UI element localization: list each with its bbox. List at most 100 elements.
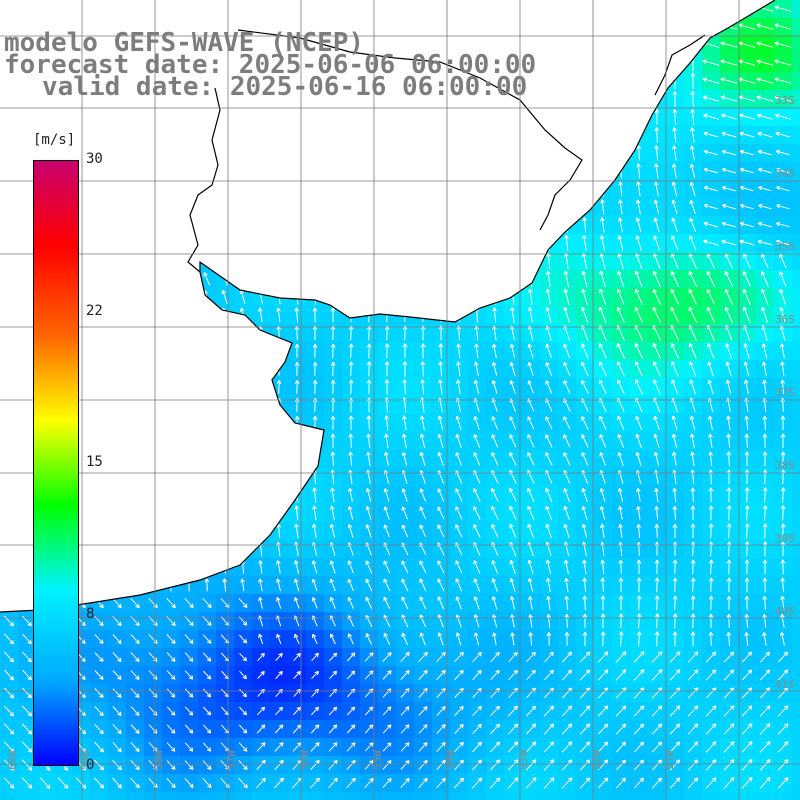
wind-speed-cell [180, 126, 199, 145]
wind-arrow [365, 163, 372, 179]
wind-speed-cell [486, 162, 505, 181]
wind-arrow [203, 145, 211, 160]
wind-arrow [546, 55, 552, 71]
wind-arrow [672, 90, 678, 107]
wind-arrow [762, 595, 768, 610]
wind-arrow [402, 289, 408, 305]
wind-arrow [744, 523, 750, 539]
wind-arrow [23, 380, 31, 394]
wind-arrow [347, 128, 355, 142]
wind-arrow [492, 109, 498, 124]
wind-arrow [238, 598, 248, 608]
wind-arrow [527, 306, 533, 323]
wind-speed-cell [252, 216, 271, 235]
wind-speed-cell [126, 198, 145, 217]
wind-arrow [401, 20, 409, 34]
wind-arrow [420, 217, 426, 232]
wind-arrow [581, 306, 589, 324]
wind-speed-cell [792, 216, 800, 235]
wind-arrow [347, 181, 354, 197]
wind-speed-cell [144, 288, 163, 307]
wind-arrow [774, 59, 792, 66]
wind-speed-cell [90, 396, 109, 415]
wind-speed-cell [234, 108, 253, 127]
wind-arrow [438, 235, 444, 251]
longitude-label: 51W [663, 750, 676, 770]
wind-arrow [329, 199, 336, 215]
wind-speed-cell [540, 36, 559, 55]
wind-speed-cell [522, 180, 541, 199]
wind-arrow [492, 253, 498, 269]
wind-arrow [5, 487, 12, 502]
wind-speed-cell [396, 792, 415, 800]
wind-arrow [525, 723, 537, 735]
wind-speed-cell [342, 144, 361, 163]
wind-speed-cell [612, 72, 631, 91]
wind-speed-cell [378, 216, 397, 235]
wind-arrow [294, 433, 300, 449]
wind-speed-cell [288, 252, 307, 271]
wind-arrow [671, 199, 678, 215]
latitude-label: 39S [775, 532, 795, 545]
wind-arrow [528, 91, 534, 106]
wind-arrow [114, 469, 119, 485]
wind-arrow [582, 145, 588, 161]
wind-arrow [168, 524, 174, 538]
wind-speed-cell [108, 234, 127, 253]
wind-arrow [756, 95, 774, 102]
wind-arrow [23, 362, 31, 376]
wind-arrow [652, 270, 661, 287]
wind-arrow [581, 452, 589, 466]
wind-arrow [507, 777, 519, 789]
wind-arrow [546, 109, 552, 124]
wind-arrow [690, 127, 695, 143]
wind-arrow [276, 633, 282, 644]
wind-speed-cell [144, 162, 163, 181]
wind-speed-cell [198, 108, 217, 127]
wind-speed-cell [198, 468, 217, 487]
wind-arrow [4, 669, 14, 681]
wind-arrow [726, 433, 732, 449]
wind-arrow [330, 253, 335, 269]
wind-arrow [240, 578, 245, 592]
wind-arrow [455, 632, 462, 646]
wind-arrow [384, 289, 390, 305]
wind-arrow [294, 451, 300, 467]
wind-arrow [654, 559, 660, 575]
wind-speed-cell [792, 72, 800, 91]
wind-speed-cell [144, 414, 163, 433]
wind-arrow [293, 217, 300, 233]
wind-arrow [776, 203, 790, 210]
wind-arrow [366, 325, 372, 341]
wind-speed-cell [630, 18, 649, 37]
wind-arrow [689, 181, 696, 197]
wind-speed-cell [162, 396, 181, 415]
wind-speed-cell [90, 0, 109, 19]
wind-arrow [365, 506, 372, 520]
wind-arrow [510, 163, 516, 179]
wind-speed-cell [432, 108, 451, 127]
wind-arrow [328, 742, 338, 752]
wind-speed-cell [234, 234, 253, 253]
wind-arrow [690, 559, 696, 575]
wind-arrow [383, 506, 390, 520]
wind-speed-cell [126, 558, 145, 577]
wind-arrow [528, 614, 533, 628]
wind-arrow [167, 236, 175, 250]
wind-arrow [402, 217, 408, 232]
wind-speed-cell [234, 216, 253, 235]
wind-arrow [779, 306, 786, 323]
wind-arrow [690, 109, 695, 125]
wind-arrow [581, 505, 588, 520]
wind-arrow [185, 127, 192, 143]
wind-arrow [757, 239, 773, 246]
wind-speed-cell [504, 792, 523, 800]
wind-arrow [672, 577, 678, 593]
wind-arrow [221, 127, 229, 142]
wind-arrow [635, 217, 642, 233]
wind-arrow [618, 109, 624, 125]
wind-arrow [167, 254, 175, 268]
wind-speed-cell [486, 18, 505, 37]
wind-arrow [186, 524, 192, 538]
wind-arrow [510, 127, 516, 142]
